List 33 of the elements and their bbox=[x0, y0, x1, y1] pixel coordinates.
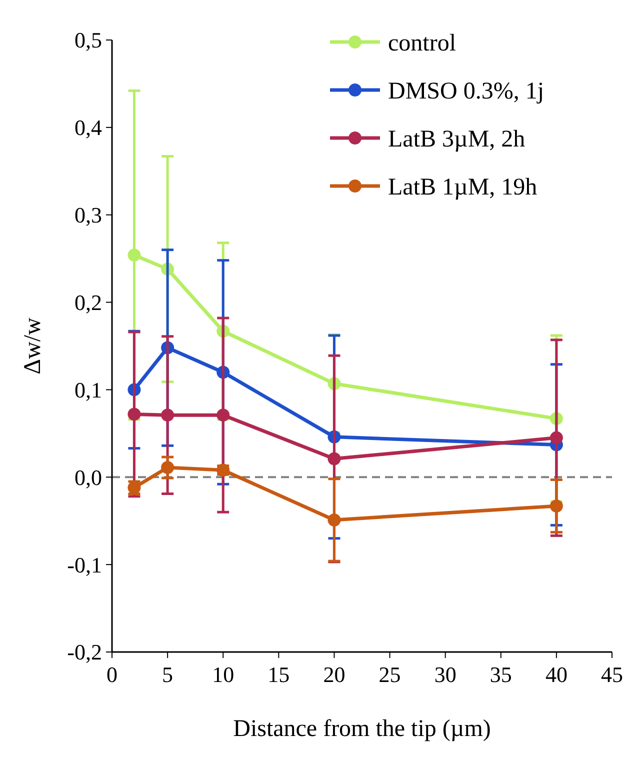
y-tick-label: 0,2 bbox=[74, 290, 102, 315]
point bbox=[161, 408, 174, 422]
x-tick-label: 20 bbox=[323, 662, 346, 687]
y-tick-label: 0,1 bbox=[74, 377, 102, 402]
y-tick-label: 0,4 bbox=[74, 115, 102, 140]
x-tick-label: 45 bbox=[601, 662, 623, 687]
x-tick-label: 40 bbox=[545, 662, 568, 687]
y-tick-label: 0,5 bbox=[74, 28, 102, 53]
x-tick-label: 5 bbox=[162, 662, 174, 687]
x-axis-title: Distance from the tip (µm) bbox=[233, 716, 491, 742]
point bbox=[161, 461, 174, 474]
x-tick-label: 25 bbox=[378, 662, 401, 687]
x-tick-label: 15 bbox=[268, 662, 290, 687]
y-tick-label: 0,0 bbox=[74, 464, 102, 490]
y-tick-label: 0,3 bbox=[74, 202, 102, 228]
y-axis-title: Δw/w bbox=[20, 316, 46, 374]
point bbox=[328, 452, 341, 466]
point bbox=[550, 431, 563, 444]
x-tick-label: 0 bbox=[106, 662, 118, 687]
point bbox=[328, 513, 341, 526]
point bbox=[128, 408, 141, 421]
x-tick-label: 10 bbox=[212, 662, 234, 687]
x-tick-label: 30 bbox=[434, 662, 456, 687]
legend-label: DMSO 0.3%, 1j bbox=[388, 78, 544, 104]
legend-label: LatB 1µM, 19h bbox=[388, 174, 538, 200]
legend-label: control bbox=[388, 30, 456, 56]
y-tick-label: -0,1 bbox=[67, 552, 102, 578]
point bbox=[216, 408, 230, 422]
point bbox=[550, 499, 563, 512]
y-tick-label: -0,2 bbox=[67, 640, 102, 665]
point bbox=[128, 248, 141, 262]
legend-label: LatB 3µM, 2h bbox=[388, 126, 526, 152]
x-tick-label: 35 bbox=[490, 662, 512, 687]
